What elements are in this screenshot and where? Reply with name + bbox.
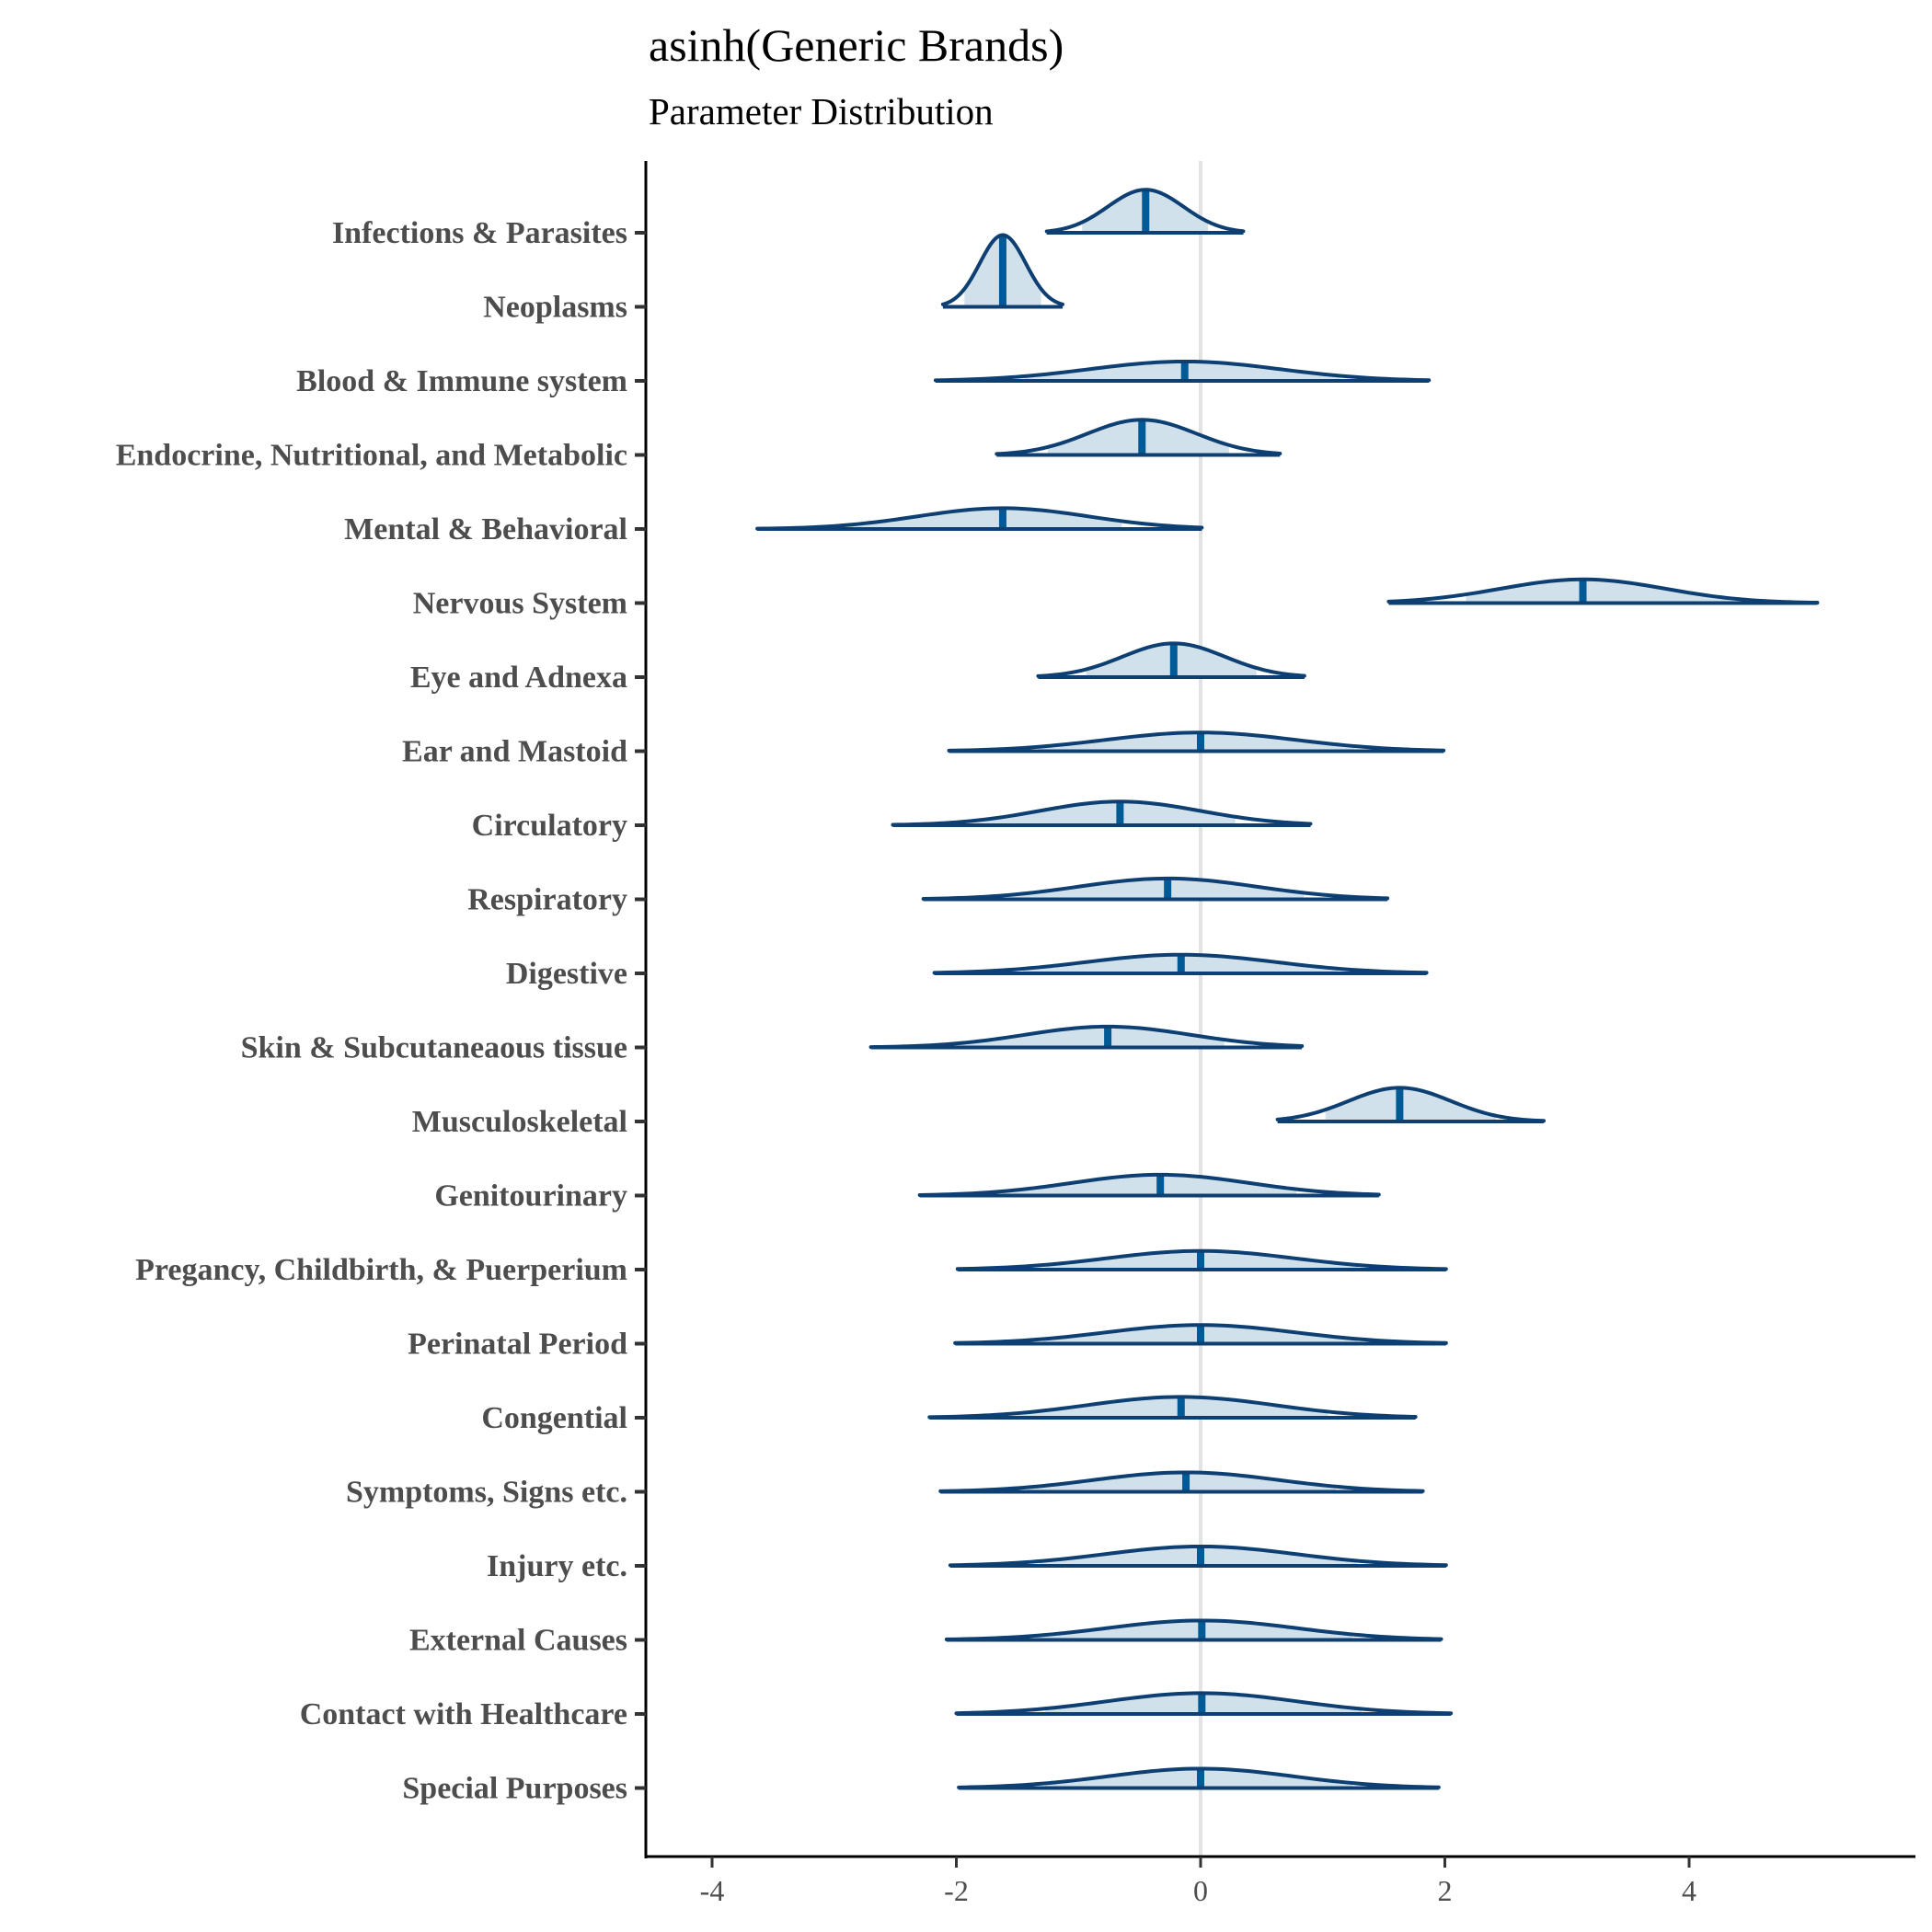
ridge-21	[957, 1766, 1441, 1790]
ridge-interval-fill	[968, 801, 1236, 825]
ridge-density-curve	[933, 359, 1432, 383]
ridge-density-curve	[954, 1691, 1454, 1716]
ridge-interval-fill	[1466, 579, 1741, 604]
ridge-0	[1044, 188, 1246, 235]
ridge-11	[868, 1024, 1305, 1050]
ridge-1	[940, 233, 1064, 309]
ridge-density-curve	[921, 876, 1390, 901]
ridge-density-curve	[944, 1618, 1443, 1641]
ridges	[755, 188, 1820, 1790]
y-tick-label: Musculoskeletal	[412, 1105, 627, 1139]
ridge-7	[947, 730, 1446, 753]
ridge-10	[932, 952, 1429, 975]
ridge-density-curve	[1036, 641, 1306, 678]
y-tick-label: Circulatory	[472, 809, 627, 843]
ridge-interval-fill	[837, 508, 1122, 529]
ridge-2	[933, 359, 1432, 383]
y-tick-label: External Causes	[409, 1624, 627, 1658]
ridge-density-curve	[947, 730, 1446, 753]
axes: Infections & Parasites Neoplasms Blood & I…	[116, 161, 1915, 1907]
chart-subtitle: Parameter Distribution	[649, 90, 994, 132]
ridge-9	[921, 876, 1390, 902]
ridge-interval-fill	[1325, 1087, 1496, 1121]
ridge-17	[938, 1470, 1425, 1494]
y-tick-label: Special Purposes	[402, 1772, 627, 1806]
y-tick-label: Pregancy, Childbirth, & Puerperium	[135, 1253, 627, 1287]
ridge-density-curve	[1386, 577, 1820, 605]
ridge-interval-fill	[948, 1026, 1225, 1048]
y-tick-label: Endocrine, Nutritional, and Metabolic	[116, 439, 627, 473]
ridge-density-curve	[953, 1323, 1448, 1345]
ridge-density-curve	[755, 506, 1204, 531]
ridge-18	[948, 1544, 1448, 1568]
y-tick-label: Symptoms, Signs etc.	[346, 1476, 627, 1510]
y-tick-label: Contact with Healthcare	[300, 1697, 627, 1731]
ridge-density-curve	[938, 1470, 1425, 1493]
ridge-20	[954, 1691, 1454, 1716]
y-tick-label: Ear and Mastoid	[402, 735, 627, 769]
x-tick-label: 0	[1193, 1874, 1208, 1907]
y-tick-label: Infections & Parasites	[332, 216, 627, 250]
ridge-density-curve	[868, 1024, 1305, 1050]
x-tick-label: -4	[700, 1874, 725, 1907]
y-tick-label: Eye and Adnexa	[410, 661, 627, 695]
y-tick-label: Nervous System	[413, 587, 627, 621]
ridge-interval-fill	[1038, 732, 1355, 752]
x-tick-label: -2	[944, 1874, 969, 1907]
ridge-density-curve	[948, 1544, 1448, 1568]
y-tick-label: Respiratory	[467, 883, 627, 917]
ridge-4	[755, 506, 1204, 531]
y-tick-label: Digestive	[506, 957, 627, 991]
ridge-density-curve	[927, 1395, 1418, 1420]
ridge-19	[944, 1618, 1443, 1642]
ridge-16	[927, 1395, 1418, 1420]
ridge-density-curve	[940, 233, 1064, 306]
ridge-interval-fill	[1027, 1472, 1337, 1492]
ridge-8	[891, 799, 1313, 827]
ridge-density-curve	[957, 1766, 1441, 1789]
ridge-density-curve	[932, 952, 1429, 975]
ridge-14	[955, 1248, 1448, 1271]
y-tick-label: Injury etc.	[487, 1549, 627, 1583]
ridge-5	[1386, 577, 1820, 605]
y-tick-label: Congential	[481, 1401, 627, 1435]
ridge-density-curve	[955, 1248, 1448, 1271]
y-tick-label: Neoplasms	[483, 291, 627, 325]
y-tick-label: Skin & Subcutaneaous tissue	[241, 1031, 627, 1065]
x-tick-label: 2	[1438, 1874, 1453, 1907]
y-tick-label: Genitourinary	[434, 1179, 627, 1213]
ridge-6	[1036, 641, 1306, 679]
y-tick-label: Mental & Behavioral	[344, 512, 627, 546]
ridge-density-curve	[995, 418, 1282, 456]
ridge-density-curve	[917, 1172, 1381, 1197]
ridge-density-curve	[1275, 1086, 1547, 1123]
ridge-density-curve	[891, 799, 1313, 827]
ridge-3	[995, 418, 1282, 457]
chart-title: asinh(Generic Brands)	[649, 19, 1064, 71]
y-tick-label: Blood & Immune system	[296, 364, 627, 398]
ridge-15	[953, 1323, 1448, 1346]
ridge-13	[917, 1172, 1381, 1198]
x-tick-label: 4	[1682, 1874, 1696, 1907]
y-tick-label: Perinatal Period	[408, 1328, 627, 1362]
ridge-density-curve	[1044, 188, 1246, 234]
ridge-12	[1275, 1086, 1547, 1123]
